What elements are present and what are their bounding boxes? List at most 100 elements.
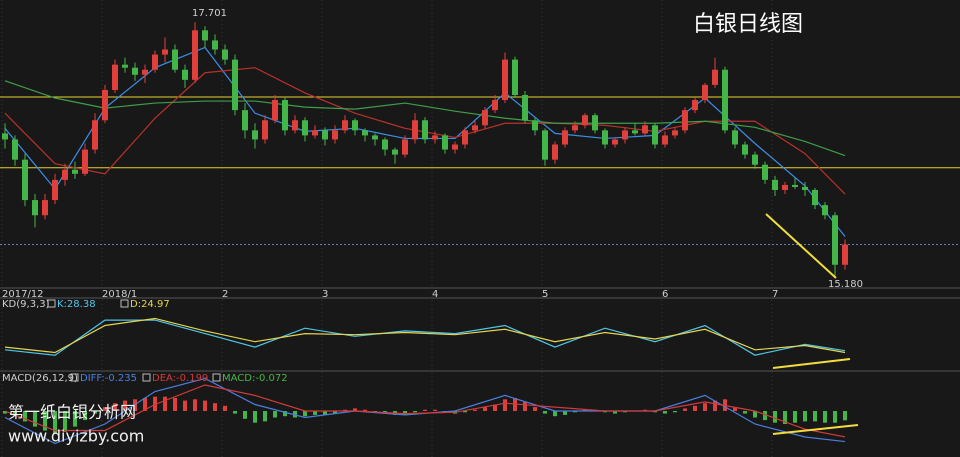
x-tick-label: 5 [542, 289, 548, 300]
macd-bar [543, 411, 547, 414]
candle-body [372, 135, 378, 140]
candle-body [832, 215, 838, 265]
macd-bar [13, 411, 17, 417]
legend-label: D:24.97 [130, 299, 170, 310]
candle-body [482, 110, 488, 126]
candle-body [142, 69, 148, 75]
legend-label: DEA:-0.199 [152, 373, 208, 384]
macd-bar [283, 411, 287, 417]
candle-body [752, 154, 758, 165]
macd-bar [823, 411, 827, 423]
candle-body [262, 120, 268, 140]
candle-body [632, 130, 638, 134]
chart-title: 白银日线图 [693, 12, 803, 37]
macd-bar [203, 400, 207, 411]
macd-bar [613, 411, 617, 414]
candle-body [342, 120, 348, 131]
macd-bar [423, 409, 427, 411]
candle-body [622, 130, 628, 140]
macd-bar [773, 411, 777, 423]
candle-body [402, 139, 408, 155]
macd-bar [653, 411, 657, 413]
trend-line [765, 213, 837, 279]
candle-body [452, 144, 458, 150]
macd-bar [673, 411, 677, 413]
legend-checkbox [47, 299, 56, 308]
panel-label: KD(9,3,3) [2, 299, 50, 310]
candle-body [742, 144, 748, 155]
macd-bar [403, 411, 407, 415]
macd-bar [803, 411, 807, 422]
candle-body [592, 115, 598, 131]
macd-bar [523, 401, 527, 411]
macd-bar [93, 411, 97, 414]
macd-bar [33, 411, 37, 427]
candle-body [392, 149, 398, 155]
candle-body [682, 110, 688, 131]
candle-body [672, 130, 678, 136]
candle-body [32, 200, 38, 216]
macd-bar [183, 400, 187, 411]
candle-body [842, 244, 848, 265]
macd-bar [413, 411, 417, 413]
macd-bar [583, 409, 587, 411]
candle-body [692, 100, 698, 111]
candle-body [432, 135, 438, 140]
candle-body [642, 125, 648, 134]
macd-bar [713, 400, 717, 411]
candle-body [662, 135, 668, 145]
extreme-label: 15.180 [828, 279, 863, 290]
macd-bar [303, 411, 307, 417]
candle-body [162, 49, 168, 55]
plot: 2017/12 2018/1 2 3 4 5 6 7 17.701 15.180 K:28.38 D:… [0, 8, 960, 445]
candle-body [802, 186, 808, 190]
legend-label: K:28.38 [57, 299, 96, 310]
candle-body [712, 69, 718, 85]
macd-bar [143, 398, 147, 411]
macd-bar [683, 408, 687, 411]
candle-body [362, 130, 368, 136]
candle-body [322, 130, 328, 140]
line-series [4, 317, 846, 354]
candle-body [232, 59, 238, 111]
line-series [4, 80, 846, 157]
extreme-label: 17.701 [192, 8, 227, 19]
candle-body [2, 133, 8, 140]
macd-bar [293, 411, 297, 418]
macd-bar [63, 411, 67, 432]
macd-bar [73, 411, 77, 427]
candle-body [242, 110, 248, 131]
candle-body [612, 139, 618, 145]
candle-body [122, 64, 128, 68]
legend-checkbox [142, 373, 151, 382]
macd-bar [533, 407, 537, 411]
macd-bar [563, 411, 567, 415]
x-tick-label: 4 [432, 289, 438, 300]
x-tick-label: 2018/1 [102, 289, 137, 300]
candle-body [352, 120, 358, 131]
candle-body [732, 130, 738, 145]
candle-body [782, 184, 788, 190]
candle-body [52, 179, 58, 201]
candle-body [792, 184, 798, 187]
watermark-title: 第一纸白银分析网 [8, 403, 136, 422]
candle-body [512, 59, 518, 95]
candle-body [302, 120, 308, 136]
candle-body [422, 120, 428, 140]
macd-bar [353, 408, 357, 411]
candle-body [582, 115, 588, 126]
candle-body [292, 120, 298, 131]
legend-checkbox [120, 299, 129, 308]
x-tick-label: 3 [322, 289, 328, 300]
macd-bar [193, 399, 197, 411]
candle-body [182, 69, 188, 80]
candle-body [772, 179, 778, 190]
candle-body [12, 139, 18, 160]
candle-body [152, 54, 158, 70]
macd-bar [53, 411, 57, 434]
candle-body [312, 130, 318, 136]
macd-bar [703, 403, 707, 411]
candle-body [542, 130, 548, 160]
